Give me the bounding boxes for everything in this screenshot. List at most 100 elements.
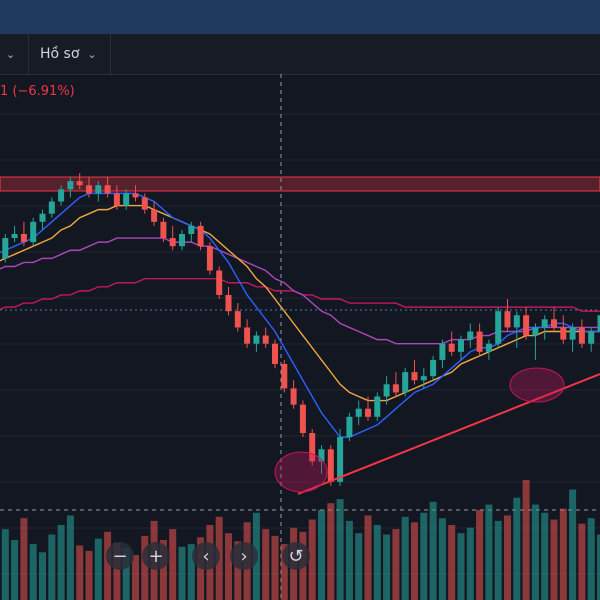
scroll-left-button[interactable]: ‹ [192, 542, 220, 570]
candle-body [560, 327, 567, 340]
volume-bar [513, 497, 521, 600]
candle-body [216, 270, 223, 295]
candle-body [141, 197, 148, 210]
volume-bar [485, 504, 493, 600]
candlestick-chart[interactable] [0, 74, 600, 600]
volume-bar [187, 544, 195, 600]
candle-body [244, 327, 251, 344]
candle-body [20, 234, 27, 243]
volume-bar [401, 516, 409, 600]
candle-body [58, 189, 65, 202]
volume-bar [48, 534, 56, 600]
zoom-out-button[interactable]: − [106, 542, 134, 570]
volume-bar [494, 520, 502, 600]
candle-body [197, 225, 204, 247]
candle-body [132, 193, 139, 198]
candle-body [513, 315, 520, 328]
profile-label: Hồ sơ [40, 46, 80, 62]
candle-body [169, 238, 176, 247]
candle-body [225, 294, 232, 312]
volume-bar [104, 531, 112, 600]
volume-bar [57, 525, 65, 600]
volume-bar [141, 535, 149, 600]
candle-body [272, 343, 278, 364]
candle-body [495, 311, 502, 344]
volume-bar [550, 519, 558, 600]
volume-bar [587, 518, 595, 600]
candle-body [281, 364, 288, 389]
chevron-down-icon: ⌄ [6, 47, 16, 61]
volume-bar [122, 548, 130, 600]
volume-bar [345, 520, 353, 600]
candle-body [188, 225, 195, 234]
candle-body [309, 433, 316, 462]
volume-bar [178, 546, 186, 600]
price-change-readout: 1 (−6.91%) [0, 84, 75, 99]
candle-body [290, 388, 297, 405]
candle-body [551, 319, 557, 328]
volume-bar [11, 540, 19, 600]
candle-body [179, 234, 185, 247]
volume-bar [20, 518, 28, 600]
candle-body [569, 327, 576, 340]
volume-bar [113, 542, 121, 600]
zoom-in-button[interactable]: + [142, 542, 170, 570]
volume-bar [411, 522, 418, 600]
volume-bar [383, 534, 391, 600]
candle-body [113, 193, 120, 206]
profile-dropdown[interactable]: Hồ sơ ⌄ [40, 34, 97, 74]
candle-body [355, 408, 362, 417]
candle-body [11, 234, 18, 239]
volume-bar [262, 529, 270, 600]
candle-body [95, 185, 102, 194]
reset-chart-button[interactable]: ↺ [282, 542, 310, 570]
volume-bar [504, 515, 511, 600]
candle-body [588, 331, 595, 344]
toolbar-divider [28, 34, 29, 74]
volume-bar [132, 555, 139, 600]
volume-bar [522, 480, 530, 600]
candle-body [448, 343, 455, 352]
candle-body [160, 221, 167, 239]
candle-body [299, 404, 306, 434]
ma-mid-line [0, 204, 600, 402]
candle-body [327, 449, 334, 482]
candle-body [234, 311, 241, 328]
volume-bar [327, 503, 335, 600]
candle-body [411, 372, 418, 381]
volume-bar [597, 534, 600, 600]
candle-body [420, 376, 427, 381]
candle-body [439, 343, 446, 360]
candle-body [430, 359, 437, 377]
candle-body [48, 201, 55, 214]
volume-bar [76, 545, 84, 600]
chevron-down-icon: ⌄ [87, 47, 97, 61]
volume-bar [559, 508, 567, 600]
candle-body [76, 181, 83, 186]
volume-bar [39, 552, 46, 600]
low-highlight-ellipse [509, 367, 565, 403]
candle-body [402, 372, 409, 393]
volume-bar [466, 527, 474, 600]
app-top-bar [0, 0, 600, 34]
volume-bar [318, 510, 325, 600]
scroll-right-button[interactable]: › [230, 542, 258, 570]
volume-bar [438, 518, 446, 600]
support-trendline [297, 373, 600, 495]
volume-bar [364, 515, 372, 600]
candle-body [523, 315, 530, 336]
candle-body [39, 213, 46, 222]
volume-bar [420, 512, 428, 600]
candle-body [86, 185, 92, 194]
candle-body [374, 396, 381, 417]
candle-body [467, 331, 474, 340]
volume-bar [66, 515, 74, 600]
volume-bar [578, 523, 586, 600]
candle-body [392, 384, 399, 393]
candle-body [458, 339, 464, 352]
candle-body [262, 335, 269, 344]
volume-bar [169, 529, 177, 600]
toolbar-dropdown[interactable]: ⌄ [6, 34, 15, 74]
candle-body [318, 449, 325, 462]
volume-bar [308, 519, 316, 600]
